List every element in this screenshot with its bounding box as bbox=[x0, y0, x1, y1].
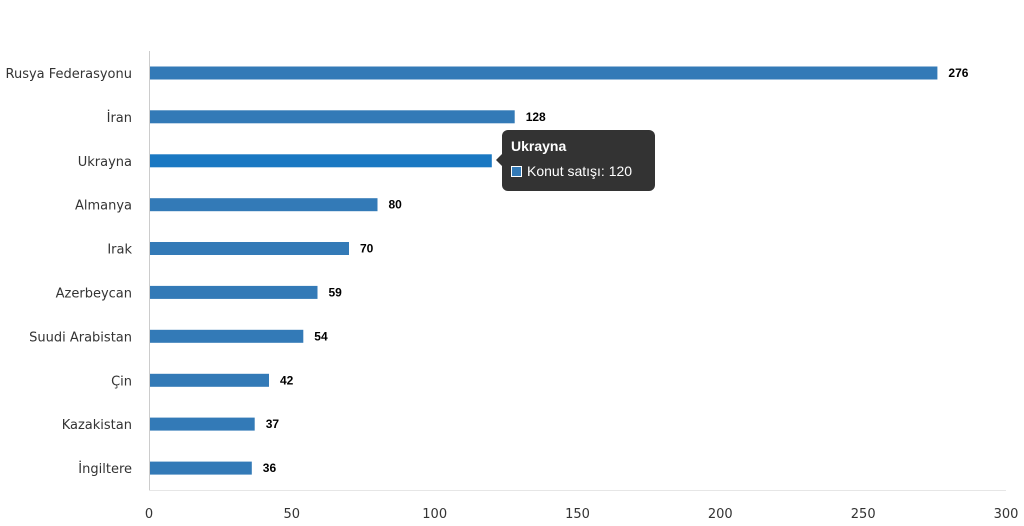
data-label-3: 80 bbox=[389, 198, 403, 212]
x-axis-tick-labels: 0 50 100 150 200 250 300 bbox=[145, 507, 1019, 522]
bar-8[interactable] bbox=[150, 417, 255, 431]
x-tick-label-6: 300 bbox=[994, 507, 1019, 522]
data-label-6: 54 bbox=[314, 329, 328, 343]
category-label-6: Suudi Arabistan bbox=[29, 330, 132, 345]
data-label-8: 37 bbox=[266, 417, 280, 431]
x-tick-label-0: 0 bbox=[145, 507, 153, 522]
category-label-5: Azerbeycan bbox=[56, 286, 132, 301]
bar-7[interactable] bbox=[150, 373, 269, 387]
bar-6[interactable] bbox=[150, 329, 304, 343]
category-label-3: Almanya bbox=[75, 199, 132, 214]
x-tick-label-5: 250 bbox=[851, 507, 876, 522]
tooltip-pointer bbox=[496, 154, 502, 166]
category-label-8: Kazakistan bbox=[62, 418, 132, 433]
tooltip-row: Konut satışı: 120 bbox=[511, 163, 646, 179]
bar-9[interactable] bbox=[150, 461, 252, 475]
tooltip-series-value: Konut satışı: 120 bbox=[527, 163, 633, 179]
data-label-5: 59 bbox=[329, 285, 343, 299]
tooltip: Ukrayna Konut satışı: 120 bbox=[496, 130, 655, 191]
category-label-2: Ukrayna bbox=[78, 155, 132, 170]
category-label-7: Çin bbox=[111, 374, 132, 389]
bar-5[interactable] bbox=[150, 285, 318, 299]
category-label-9: İngiltere bbox=[78, 461, 132, 477]
category-label-1: İran bbox=[107, 110, 132, 126]
x-tick-label-4: 200 bbox=[708, 507, 733, 522]
x-tick-label-3: 150 bbox=[565, 507, 590, 522]
data-label-7: 42 bbox=[280, 373, 294, 387]
tooltip-title: Ukrayna bbox=[511, 138, 567, 154]
data-label-1: 128 bbox=[526, 110, 546, 124]
data-label-4: 70 bbox=[360, 242, 374, 256]
data-labels: 27612812080705954423736 bbox=[263, 66, 969, 475]
category-labels: Rusya Federasyonu İran Ukrayna Almanya Irak A… bbox=[6, 67, 133, 477]
category-label-0: Rusya Federasyonu bbox=[6, 67, 132, 82]
bar-4[interactable] bbox=[150, 242, 349, 255]
x-tick-label-1: 50 bbox=[284, 507, 301, 522]
x-tick-label-2: 100 bbox=[422, 507, 447, 522]
bar-1[interactable] bbox=[150, 110, 515, 124]
bar-2[interactable] bbox=[150, 154, 492, 168]
data-label-0: 276 bbox=[948, 66, 968, 80]
axis-layer bbox=[149, 51, 1006, 491]
bar-3[interactable] bbox=[150, 198, 378, 212]
data-label-9: 36 bbox=[263, 461, 277, 475]
tooltip-series-swatch bbox=[511, 165, 522, 177]
category-label-4: Irak bbox=[107, 243, 132, 258]
bars-layer bbox=[150, 66, 938, 475]
bar-0[interactable] bbox=[150, 66, 938, 80]
